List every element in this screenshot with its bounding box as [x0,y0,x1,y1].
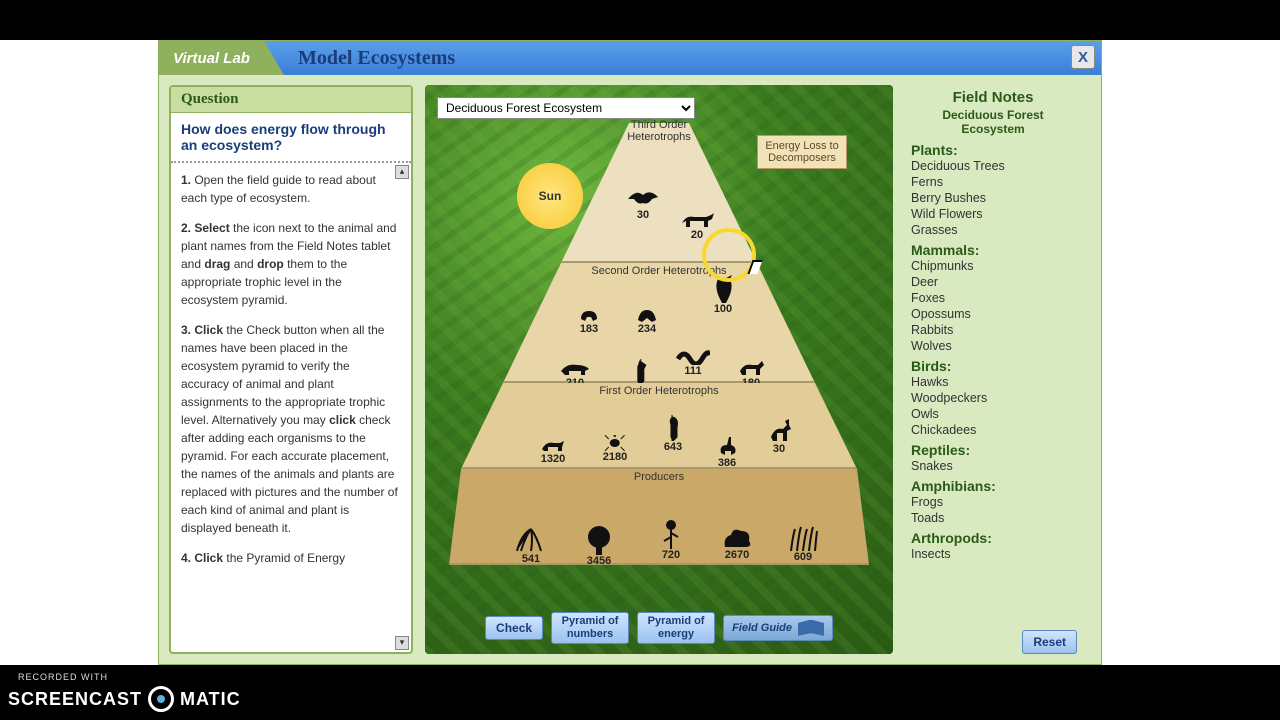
level-label: Second Order Heterotrophs [591,265,726,277]
organism-tree[interactable]: 3456 [584,525,614,567]
organism-flower[interactable]: 720 [658,519,684,561]
species-item[interactable]: Owls [911,406,1075,422]
category-heading: Reptiles: [911,442,1075,458]
organism-frog[interactable]: 183 [577,305,601,335]
species-item[interactable]: Rabbits [911,322,1075,338]
level-label: First Order Heterotrophs [599,385,718,397]
organism-snake[interactable]: 111 [676,347,710,377]
category-heading: Birds: [911,358,1075,374]
species-item[interactable]: Toads [911,510,1075,526]
species-item[interactable]: Chipmunks [911,258,1075,274]
organism-fern[interactable]: 541 [513,525,549,565]
ecosystem-canvas: Deciduous Forest Ecosystem Sun Energy Lo… [425,85,893,654]
organism-rabbit[interactable]: 386 [715,435,739,469]
category-heading: Mammals: [911,242,1075,258]
question-heading: Question [171,87,411,113]
organism-grass[interactable]: 609 [787,525,819,563]
organism-chipmunk[interactable]: 1320 [540,435,566,465]
energy-pyramid[interactable]: Third OrderHeterotrophs 30 20 Second Order … [475,115,843,565]
virtual-lab-label: Virtual Lab [159,41,264,75]
book-icon [798,620,824,636]
check-button[interactable]: Check [485,616,543,640]
app-window: Virtual Lab Model Ecosystems X Question … [158,40,1102,665]
field-notes-ecosystem: Deciduous Forest Ecosystem [911,108,1075,136]
species-item[interactable]: Snakes [911,458,1075,474]
field-notes-title: Field Notes [911,89,1075,106]
trophic-level-1[interactable] [503,263,815,383]
species-item[interactable]: Wild Flowers [911,206,1075,222]
species-item[interactable]: Grasses [911,222,1075,238]
species-item[interactable]: Opossums [911,306,1075,322]
species-item[interactable]: Ferns [911,174,1075,190]
organism-bush[interactable]: 2670 [721,525,753,561]
organism-insect[interactable]: 2180 [603,435,627,463]
species-item[interactable]: Chickadees [911,422,1075,438]
organism-hawk[interactable]: 30 [626,187,660,221]
field-guide-button[interactable]: Field Guide [723,615,833,641]
watermark: SCREENCAST MATIC [8,686,241,712]
organism-wolf[interactable]: 20 [678,207,716,241]
species-item[interactable]: Deer [911,274,1075,290]
header-bar: Virtual Lab Model Ecosystems X [159,41,1101,75]
organism-chickadee[interactable]: 643 [663,415,683,453]
category-heading: Amphibians: [911,478,1075,494]
question-panel: Question How does energy flow through an… [169,85,413,654]
organism-owl[interactable]: 100 [712,275,734,315]
field-notes-panel: Field Notes Deciduous Forest Ecosystem P… [905,85,1081,654]
scroll-down-icon[interactable]: ▾ [395,636,409,650]
species-item[interactable]: Berry Bushes [911,190,1075,206]
reset-button[interactable]: Reset [1022,630,1077,654]
scroll-up-icon[interactable]: ▴ [395,165,409,179]
watermark-recorded: RECORDED WITH [18,672,108,682]
pyramid-energy-button[interactable]: Pyramid of energy [637,612,715,644]
close-button[interactable]: X [1071,45,1095,69]
pyramid-numbers-button[interactable]: Pyramid of numbers [551,612,629,644]
species-item[interactable]: Woodpeckers [911,390,1075,406]
species-item[interactable]: Insects [911,546,1075,562]
category-heading: Plants: [911,142,1075,158]
species-item[interactable]: Wolves [911,338,1075,354]
question-text: How does energy flow through an ecosyste… [171,113,411,163]
page-title: Model Ecosystems [298,47,455,70]
category-heading: Arthropods: [911,530,1075,546]
organism-toad[interactable]: 234 [635,305,659,335]
level-label: Third OrderHeterotrophs [627,119,691,143]
level-label: Producers [634,471,684,483]
organism-deer[interactable]: 30 [765,415,793,455]
species-item[interactable]: Deciduous Trees [911,158,1075,174]
species-item[interactable]: Foxes [911,290,1075,306]
species-item[interactable]: Frogs [911,494,1075,510]
instructions-scroll[interactable]: ▴ 1. Open the field guide to read about … [171,163,411,652]
species-item[interactable]: Hawks [911,374,1075,390]
